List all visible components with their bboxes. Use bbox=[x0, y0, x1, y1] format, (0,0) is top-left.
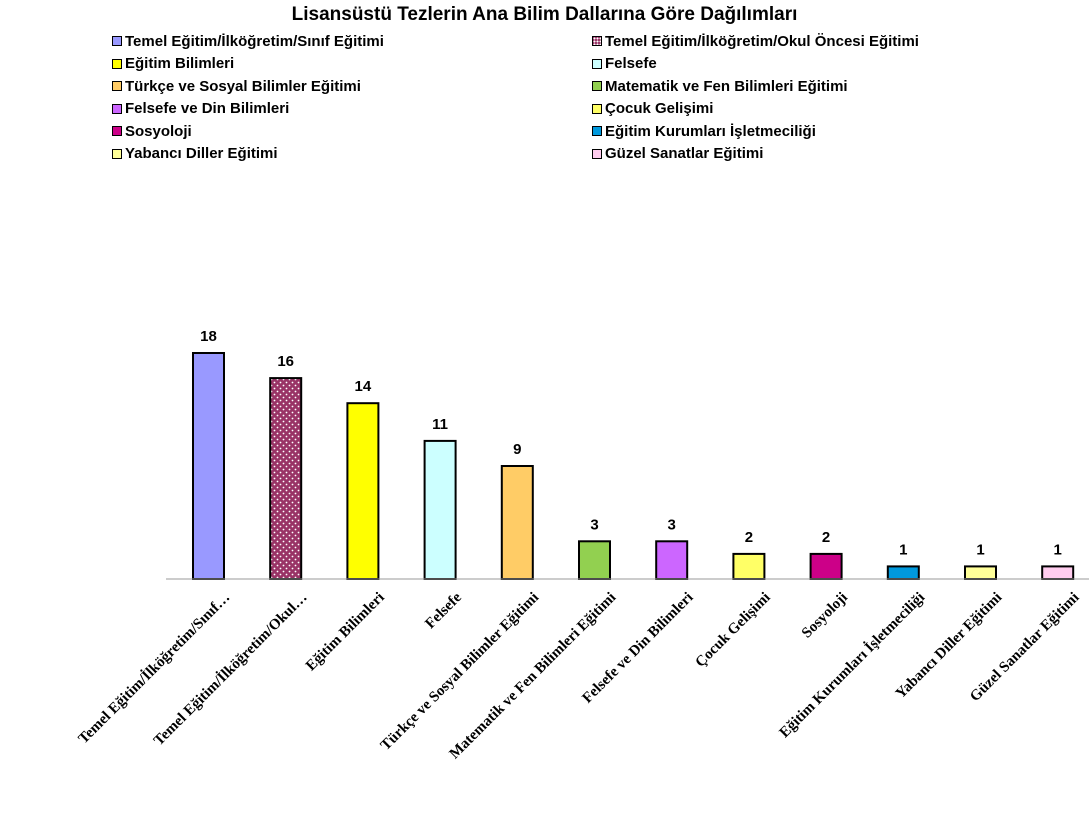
legend-label: Felsefe ve Din Bilimleri bbox=[125, 100, 290, 118]
legend-swatch bbox=[112, 126, 122, 137]
legend-label: Felsefe bbox=[605, 55, 657, 73]
legend-item: Türkçe ve Sosyal Bilimler Eğitimi bbox=[112, 75, 592, 98]
bar bbox=[964, 565, 997, 581]
data-label: 3 bbox=[590, 516, 598, 533]
legend-swatch bbox=[112, 81, 122, 92]
legend-item: Çocuk Gelişimi bbox=[592, 98, 1072, 121]
legend-swatch bbox=[592, 58, 602, 69]
bar bbox=[655, 540, 689, 580]
legend-swatch bbox=[112, 148, 122, 159]
legend-label: Çocuk Gelişimi bbox=[605, 100, 714, 118]
data-label: 14 bbox=[355, 378, 372, 395]
legend-swatch bbox=[592, 148, 602, 159]
bar bbox=[886, 565, 920, 581]
bar bbox=[732, 552, 766, 581]
data-label: 16 bbox=[277, 353, 294, 370]
legend-item: Sosyoloji bbox=[112, 120, 592, 143]
data-label: 1 bbox=[1054, 541, 1062, 558]
legend-item: Felsefe ve Din Bilimleri bbox=[112, 98, 592, 121]
legend-item: Eğitim Bilimleri bbox=[112, 53, 592, 76]
x-tick-label: Temel Eğitim/İlköğretim/Sınıf… bbox=[75, 589, 233, 747]
x-tick-label: Temel Eğitim/İlköğretim/Okul… bbox=[150, 589, 310, 749]
legend-label: Yabancı Diller Eğitimi bbox=[125, 145, 278, 163]
legend-item: Yabancı Diller Eğitimi bbox=[112, 143, 592, 166]
chart-title: Lisansüstü Tezlerin Ana Bilim Dallarına … bbox=[291, 4, 798, 25]
x-tick-label: Eğitim Bilimleri bbox=[303, 590, 388, 675]
legend-label: Matematik ve Fen Bilimleri Eğitimi bbox=[605, 77, 848, 95]
x-tick-label: Sosyoloji bbox=[799, 590, 851, 642]
legend-label: Sosyoloji bbox=[125, 122, 192, 140]
legend-item: Eğitim Kurumları İşletmeciliği bbox=[592, 120, 1072, 143]
bar bbox=[269, 377, 303, 580]
legend-swatch bbox=[592, 103, 602, 114]
bar bbox=[1041, 565, 1075, 581]
legend-label: Eğitim Kurumları İşletmeciliği bbox=[605, 122, 816, 140]
legend-label: Temel Eğitim/İlköğretim/Sınıf Eğitimi bbox=[125, 32, 384, 50]
legend-item: Felsefe bbox=[592, 53, 1072, 76]
legend-item: Temel Eğitim/İlköğretim/Sınıf Eğitimi bbox=[112, 30, 592, 53]
bar bbox=[192, 352, 225, 580]
x-tick-label: Eğitim Kurumları İşletmeciliği bbox=[776, 589, 928, 741]
data-label: 9 bbox=[513, 441, 521, 458]
legend-label: Güzel Sanatlar Eğitimi bbox=[605, 145, 764, 163]
legend-item: Temel Eğitim/İlköğretim/Okul Öncesi Eğit… bbox=[592, 30, 1072, 53]
legend-item: Güzel Sanatlar Eğitimi bbox=[592, 143, 1072, 166]
data-label: 2 bbox=[745, 529, 753, 546]
data-label: 2 bbox=[822, 529, 830, 546]
data-label: 11 bbox=[432, 416, 448, 433]
x-tick-label: Felsefe bbox=[422, 589, 465, 632]
data-label: 18 bbox=[200, 328, 217, 345]
legend-swatch bbox=[592, 126, 602, 137]
x-tick-label: Çocuk Gelişimi bbox=[693, 590, 774, 671]
bar bbox=[423, 439, 457, 580]
x-tick-label: Türkçe ve Sosyal Bilimler Eğitimi bbox=[378, 590, 542, 754]
data-label: 1 bbox=[976, 541, 984, 558]
legend-item: Matematik ve Fen Bilimleri Eğitimi bbox=[592, 75, 1072, 98]
chart-legend: Temel Eğitim/İlköğretim/Sınıf Eğitimi Tem… bbox=[112, 30, 1072, 165]
data-label: 1 bbox=[899, 541, 907, 558]
bar bbox=[578, 540, 611, 580]
x-tick-label: Matematik ve Fen Bilimleri Eğitimi bbox=[447, 590, 620, 763]
data-label: 3 bbox=[668, 516, 676, 533]
legend-swatch bbox=[592, 36, 602, 47]
legend-swatch bbox=[592, 81, 602, 92]
legend-label: Türkçe ve Sosyal Bilimler Eğitimi bbox=[125, 77, 361, 95]
bar bbox=[809, 552, 843, 581]
legend-label: Eğitim Bilimleri bbox=[125, 55, 235, 73]
legend-swatch bbox=[112, 58, 122, 69]
bar bbox=[346, 402, 380, 581]
bar bbox=[500, 465, 534, 580]
legend-swatch bbox=[112, 103, 122, 114]
legend-swatch bbox=[112, 36, 122, 47]
legend-label: Temel Eğitim/İlköğretim/Okul Öncesi Eğit… bbox=[605, 32, 919, 50]
